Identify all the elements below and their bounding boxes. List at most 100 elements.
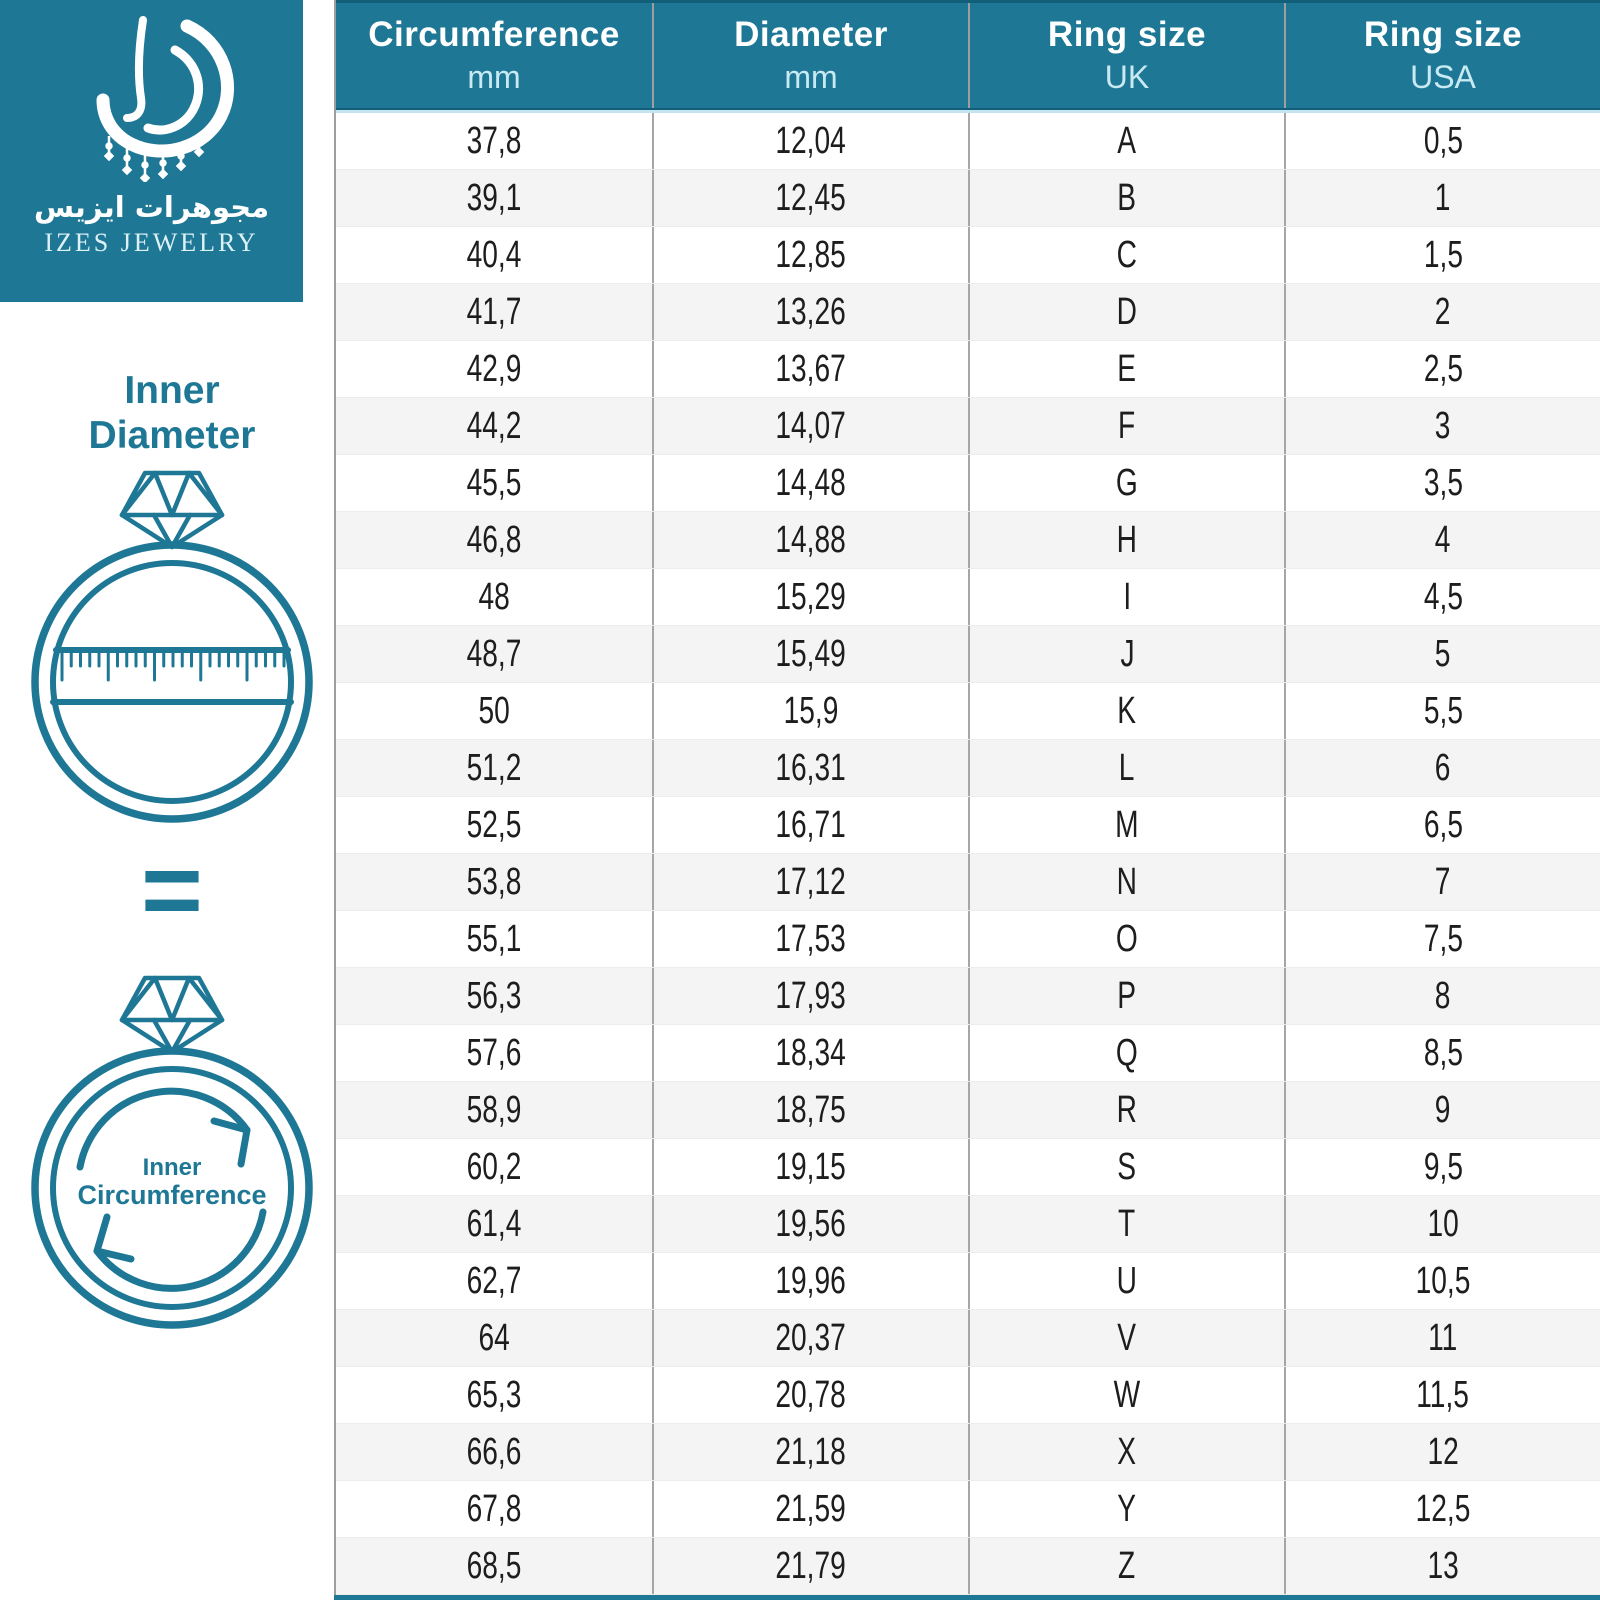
table-cell: 15,29 [652,569,968,625]
table-cell: 19,96 [652,1253,968,1309]
table-cell: 57,6 [466,1031,522,1074]
table-cell: Z [968,1538,1284,1594]
table-cell: E [968,341,1284,397]
table-cell: 5 [1284,626,1600,682]
table-cell: 65,3 [466,1373,522,1416]
table-cell: 60,2 [466,1145,522,1188]
table-row: 39,1 12,45 B 1 [336,170,1600,227]
table-cell: 37,8 [466,119,522,162]
table-cell: P [968,968,1284,1024]
table-cell: 3 [1284,398,1600,454]
table-cell: 18,34 [652,1025,968,1081]
table-row: 51,2 16,31 L 6 [336,740,1600,797]
table-cell: 12,85 [652,227,968,283]
header-unit: mm [467,59,521,95]
brand-logo-mark-icon [96,16,235,182]
table-cell: Q [968,1025,1284,1081]
table-cell: 6 [1284,740,1600,796]
rotation-arrows-icon [76,1087,267,1292]
inner-circumference-label-line1: Inner [143,1154,202,1181]
table-cell: 1,5 [1284,227,1600,283]
table-cell: X [968,1424,1284,1480]
diamond-icon [119,470,225,550]
header-unit: UK [1104,59,1150,95]
table-cell: 40,4 [466,233,522,276]
table-bottom-bar [334,1595,1600,1600]
table-header-row: Circumference mm Diameter mm Ring size U… [336,0,1600,108]
table-cell: 14,88 [652,512,968,568]
table-cell: 16,31 [652,740,968,796]
table-cell: 7,5 [1284,911,1600,967]
table-row: 57,6 18,34 Q 8,5 [336,1025,1600,1082]
table-row: 37,8 12,04 A 0,5 [336,113,1600,170]
ring-inner-circumference-icon: Inner Circumference [31,975,313,1329]
table-row: 41,7 13,26 D 2 [336,284,1600,341]
ring-inner-diameter-icon [31,470,313,823]
table-row: 60,2 19,15 S 9,5 [336,1139,1600,1196]
table-cell: 13,26 [652,284,968,340]
table-cell: D [968,284,1284,340]
table-cell: 9,5 [1284,1139,1600,1195]
table-cell: Y [968,1481,1284,1537]
table-cell: 4,5 [1284,569,1600,625]
inner-diameter-label-line2: Diameter [88,414,256,457]
table-cell: 10,5 [1284,1253,1600,1309]
equals-sign: = [141,831,203,949]
table-cell: 66,6 [466,1430,522,1473]
table-cell: R [968,1082,1284,1138]
table-cell: C [968,227,1284,283]
table-cell: 21,18 [652,1424,968,1480]
brand-name: IZES JEWELRY [44,228,259,257]
table-cell: 6,5 [1284,797,1600,853]
table-cell: 56,3 [466,974,522,1017]
table-cell: 19,15 [652,1139,968,1195]
brand-name-arabic: مجوهرات ايزيس [33,190,270,224]
table-body: 37,8 12,04 A 0,5 39,1 12,45 B 1 40,4 12,85 C 1,5 41,… [336,113,1600,1595]
table-cell: 15,49 [652,626,968,682]
table-row: 45,5 14,48 G 3,5 [336,455,1600,512]
header-circumference: Circumference mm [336,3,652,108]
table-cell: 12,5 [1284,1481,1600,1537]
table-row: 46,8 14,88 H 4 [336,512,1600,569]
table-cell: 55,1 [466,917,522,960]
table-cell: 7 [1284,854,1600,910]
table-cell: 67,8 [466,1487,522,1530]
table-cell: 18,75 [652,1082,968,1138]
table-row: 61,4 19,56 T 10 [336,1196,1600,1253]
table-cell: G [968,455,1284,511]
table-cell: U [968,1253,1284,1309]
table-cell: 48,7 [466,632,522,675]
table-cell: 1 [1284,170,1600,226]
table-row: 64 20,37 V 11 [336,1310,1600,1367]
table-row: 42,9 13,67 E 2,5 [336,341,1600,398]
inner-diameter-label-line1: Inner [124,369,220,412]
table-cell: B [968,170,1284,226]
inner-diameter-label: Inner Diameter [0,368,344,458]
table-row: 65,3 20,78 W 11,5 [336,1367,1600,1424]
table-row: 44,2 14,07 F 3 [336,398,1600,455]
table-cell: V [968,1310,1284,1366]
table-row: 55,1 17,53 O 7,5 [336,911,1600,968]
table-row: 53,8 17,12 N 7 [336,854,1600,911]
table-cell: 45,5 [466,461,522,504]
table-row: 48 15,29 I 4,5 [336,569,1600,626]
table-cell: 2,5 [1284,341,1600,397]
table-row: 58,9 18,75 R 9 [336,1082,1600,1139]
table-cell: 0,5 [1284,113,1600,169]
table-cell: 62,7 [466,1259,522,1302]
table-cell: 39,1 [466,176,522,219]
table-cell: 15,9 [652,683,968,739]
table-cell: 53,8 [466,860,522,903]
table-cell: 61,4 [466,1202,522,1245]
table-cell: 44,2 [466,404,522,447]
table-cell: 21,79 [652,1538,968,1594]
table-cell: 14,07 [652,398,968,454]
header-separator [336,108,1600,113]
table-row: 48,7 15,49 J 5 [336,626,1600,683]
ring-size-table: Circumference mm Diameter mm Ring size U… [334,0,1600,1600]
table-cell: K [968,683,1284,739]
table-cell: 51,2 [466,746,522,789]
header-ring-size-usa: Ring size USA [1284,3,1600,108]
inner-circumference-label-line2: Circumference [77,1180,266,1210]
